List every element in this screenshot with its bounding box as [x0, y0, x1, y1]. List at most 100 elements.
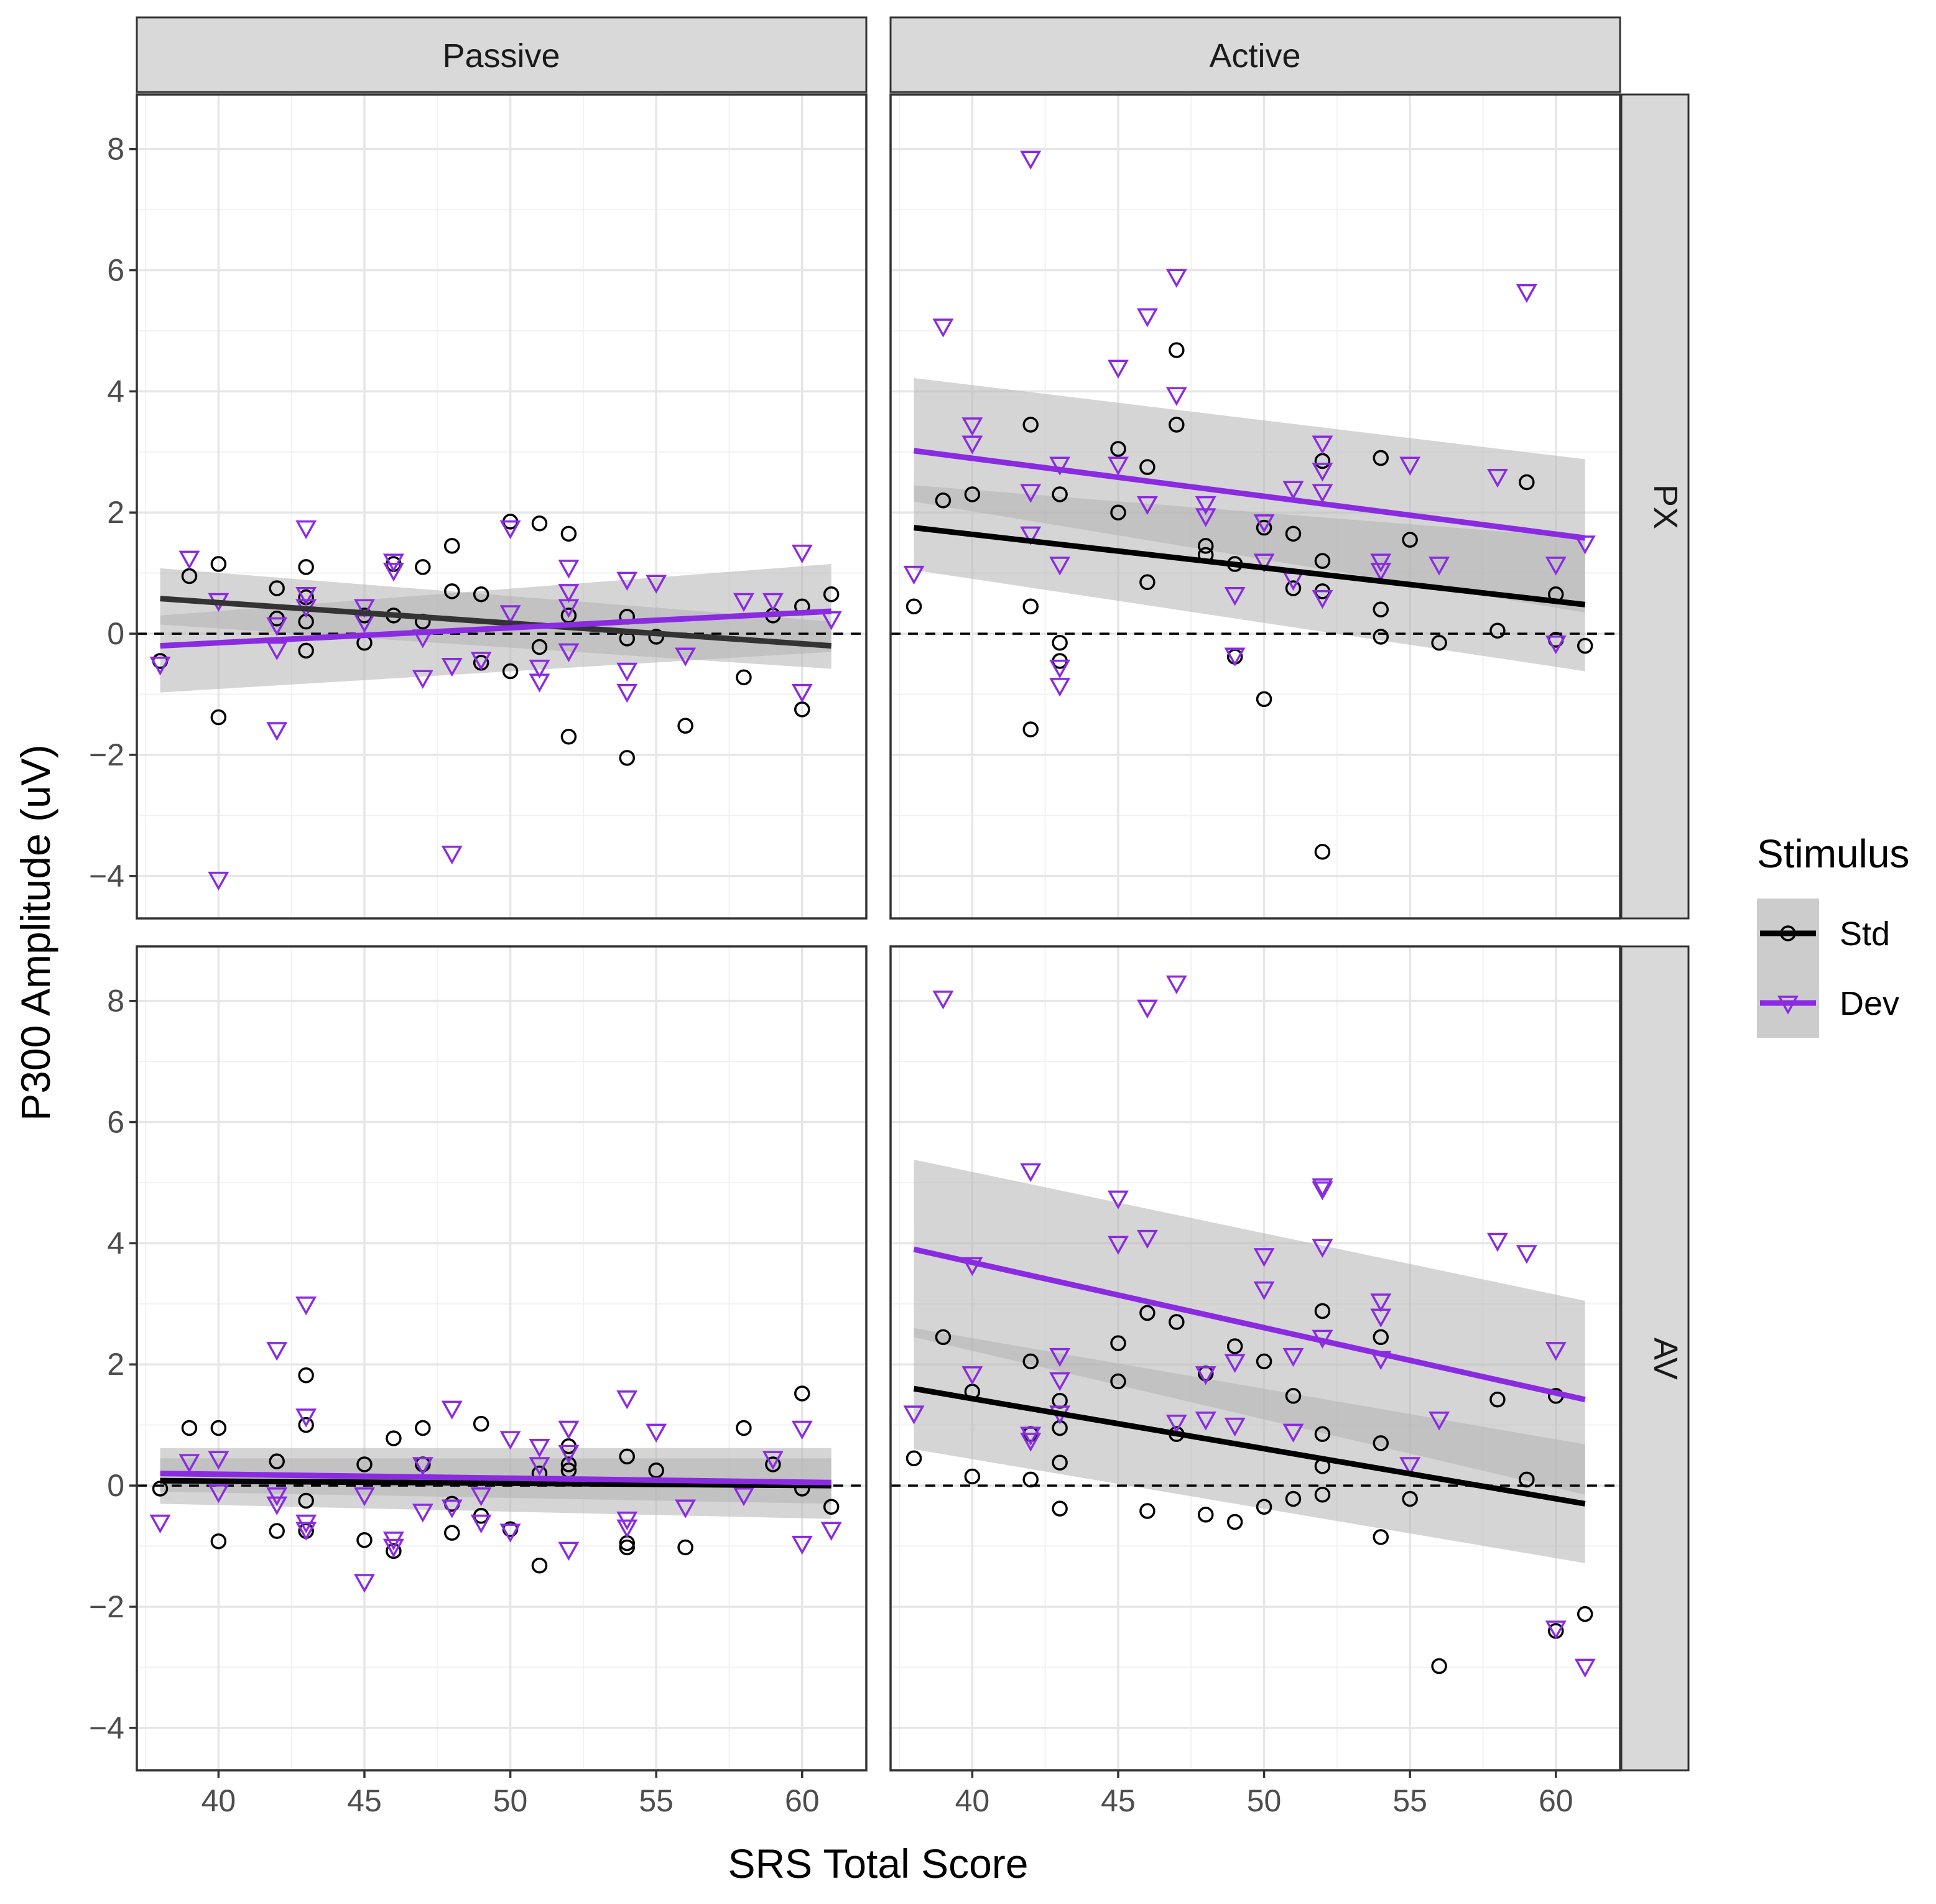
dev-point: [178, 1454, 200, 1473]
std-point: [1052, 1500, 1068, 1517]
std-point: [1373, 629, 1389, 645]
dev-point: [1224, 1417, 1246, 1437]
panel-border: [889, 945, 1621, 1772]
dev-point: [1253, 514, 1275, 534]
y-tick-label: 0: [107, 1468, 124, 1503]
std-point: [1256, 1499, 1272, 1515]
dev-point: [1312, 1181, 1333, 1201]
std-point: [1197, 538, 1214, 554]
x-tick-label: 40: [201, 1783, 236, 1818]
dev-point: [1049, 557, 1071, 576]
dev-point: [903, 1405, 925, 1425]
std-point: [443, 1525, 460, 1541]
std-point: [269, 1523, 285, 1539]
std-point: [298, 1416, 314, 1433]
std-point: [1314, 1486, 1331, 1503]
strip-av-bg: [1620, 945, 1690, 1772]
dev-point: [733, 1487, 754, 1507]
dev-point: [1136, 999, 1158, 1019]
dev-point: [266, 1487, 288, 1507]
dev-point: [295, 1408, 317, 1428]
dev-point: [903, 565, 925, 585]
std-point: [1285, 1490, 1302, 1507]
strip-passive-label: Passive: [442, 37, 560, 75]
dev-point: [1429, 557, 1450, 576]
std-point: [443, 538, 460, 554]
dev-point: [441, 1400, 463, 1420]
dev-fit-line: [913, 1246, 1586, 1403]
dev-point: [1253, 1248, 1275, 1267]
panel-active-av: [889, 945, 1621, 1772]
std-point: [677, 718, 693, 734]
dev-point: [1312, 435, 1333, 455]
dev-point: [529, 1439, 550, 1458]
dev-point: [266, 1342, 288, 1361]
std-point: [823, 586, 840, 603]
dev-point: [1486, 1232, 1508, 1252]
panel-border: [136, 945, 868, 1772]
dev-point: [1516, 1245, 1537, 1264]
x-tick-label: 55: [1392, 1783, 1427, 1818]
std-point: [210, 709, 227, 726]
std-point: [964, 486, 981, 502]
x-tick-label: 50: [493, 1783, 528, 1818]
dev-fit-line: [160, 608, 831, 649]
dev-point: [1020, 150, 1042, 170]
std-point: [386, 1543, 402, 1560]
dev-point: [266, 617, 288, 637]
std-point: [1110, 1373, 1126, 1390]
strip-active-bg: [889, 16, 1621, 93]
std-point: [935, 492, 952, 509]
dev-point: [178, 550, 200, 570]
dev-point: [762, 593, 784, 612]
panels: [136, 93, 1621, 1772]
x-tick-label: 60: [785, 1783, 820, 1818]
dev-point: [353, 1574, 375, 1593]
std-point: [443, 583, 460, 599]
dev-point: [208, 1484, 229, 1504]
dev-point: [149, 1514, 171, 1534]
dev-point: [1165, 975, 1187, 995]
std-point: [1489, 1392, 1506, 1408]
std-point: [1577, 1606, 1593, 1622]
dev-point: [1195, 1412, 1216, 1431]
dev-point: [1370, 553, 1392, 573]
dev-point: [1020, 526, 1042, 545]
dev-point: [499, 605, 521, 624]
std-point: [1197, 1507, 1214, 1523]
std-point: [1489, 622, 1506, 639]
std-point: [1022, 1471, 1039, 1488]
dev-point: [558, 1420, 580, 1440]
dev-point: [1399, 1457, 1421, 1476]
std-point: [1022, 721, 1039, 737]
legend-label-dev: Dev: [1840, 985, 1899, 1022]
dev-point: [616, 1390, 638, 1410]
dev-point: [1370, 1308, 1392, 1328]
dev-point: [499, 520, 521, 540]
x-tick-label: 45: [1101, 1783, 1136, 1818]
std-point: [1285, 580, 1302, 596]
dev-point: [558, 1444, 580, 1464]
dev-point: [1224, 647, 1246, 667]
dev-point: [558, 599, 580, 618]
panel-background: [137, 95, 866, 918]
std-point: [1402, 1490, 1418, 1507]
dev-point: [1049, 1372, 1071, 1392]
std-fit-line: [913, 1385, 1586, 1507]
std-point: [765, 1456, 781, 1472]
std-point: [905, 1450, 922, 1467]
strip-px-bg: [1620, 93, 1690, 920]
dev-point: [1020, 484, 1042, 503]
std-point: [210, 1533, 227, 1550]
std-point: [1431, 1658, 1447, 1675]
dev-point: [616, 571, 638, 591]
std-point: [1314, 1426, 1331, 1443]
dev-point: [1049, 678, 1071, 697]
std-fit-line: [160, 596, 832, 649]
dev-point: [961, 417, 983, 437]
dev-point: [1253, 1281, 1275, 1301]
x-axis-title: SRS Total Score: [728, 1841, 1028, 1887]
std-point: [473, 586, 489, 603]
legend-key-std-marker: [1780, 925, 1796, 941]
